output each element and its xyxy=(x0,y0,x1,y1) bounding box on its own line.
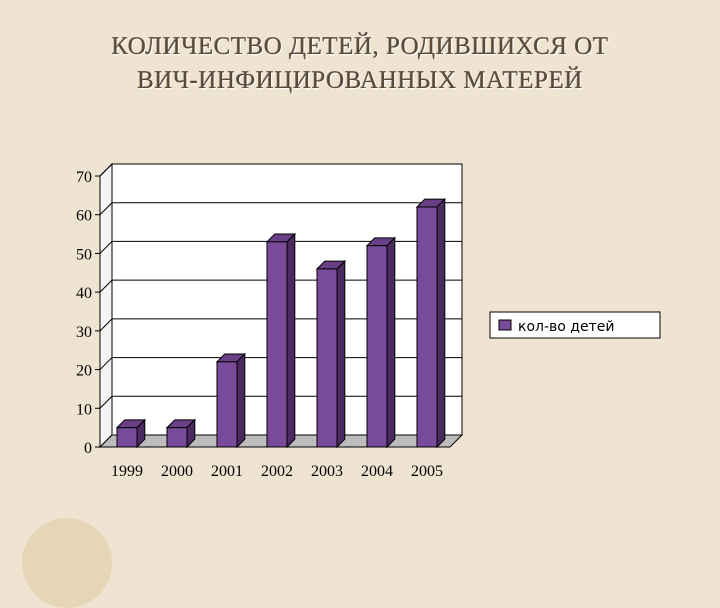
y-tick-label: 60 xyxy=(76,208,92,225)
bar-side xyxy=(286,232,296,449)
bar-side xyxy=(236,352,246,449)
x-tick-label: 2001 xyxy=(211,463,243,480)
bar-front xyxy=(366,245,388,448)
gridline xyxy=(99,202,462,216)
title-line-2: ВИЧ-ИНФИЦИРОВАННЫХ МАТЕРЕЙ xyxy=(137,67,583,94)
bar xyxy=(415,197,447,449)
bar-front xyxy=(416,206,438,448)
y-tick-label: 20 xyxy=(76,363,92,380)
y-tick-label: 70 xyxy=(76,169,92,186)
bar xyxy=(365,236,397,449)
gridline xyxy=(99,279,462,293)
bar-side xyxy=(436,197,446,449)
x-tick-label: 2005 xyxy=(411,463,443,480)
legend-label: кол-во детей xyxy=(518,319,614,335)
bar-front xyxy=(316,268,338,448)
gridline xyxy=(99,318,462,332)
bar-front xyxy=(216,361,238,448)
y-tick-label: 10 xyxy=(76,401,92,418)
legend-swatch xyxy=(498,319,512,331)
y-tick-label: 40 xyxy=(76,285,92,302)
x-tick-label: 1999 xyxy=(111,463,143,480)
bar xyxy=(265,232,297,449)
slide-title: КОЛИЧЕСТВО ДЕТЕЙ, РОДИВШИХСЯ ОТ ВИЧ-ИНФИ… xyxy=(0,30,720,98)
y-tick-label: 0 xyxy=(84,440,92,457)
bar xyxy=(215,352,247,449)
gridline xyxy=(99,395,462,409)
bar-front xyxy=(266,241,288,448)
chart-side-wall xyxy=(99,162,113,449)
x-tick-label: 2000 xyxy=(161,463,193,480)
bar-chart: 0 10 20 30 40 50 60 70 1999 2000 2001 2002 2003 2004 2… xyxy=(76,162,661,480)
bar xyxy=(315,259,347,449)
bar-side xyxy=(386,236,396,449)
x-tick-label: 2002 xyxy=(261,463,293,480)
gridline xyxy=(99,357,462,370)
x-tick-label: 2004 xyxy=(361,463,393,480)
y-tick-label: 30 xyxy=(76,324,92,341)
bar-front xyxy=(116,427,138,448)
bar xyxy=(165,418,197,449)
bar-front xyxy=(166,427,188,448)
title-line-1: КОЛИЧЕСТВО ДЕТЕЙ, РОДИВШИХСЯ ОТ xyxy=(111,33,609,60)
legend-box xyxy=(489,311,661,339)
y-tick-label: 50 xyxy=(76,246,92,263)
bar-side xyxy=(336,259,346,449)
x-tick-label: 2003 xyxy=(311,463,343,480)
gridline xyxy=(99,240,462,254)
gridline xyxy=(99,163,462,177)
bar xyxy=(115,418,147,449)
